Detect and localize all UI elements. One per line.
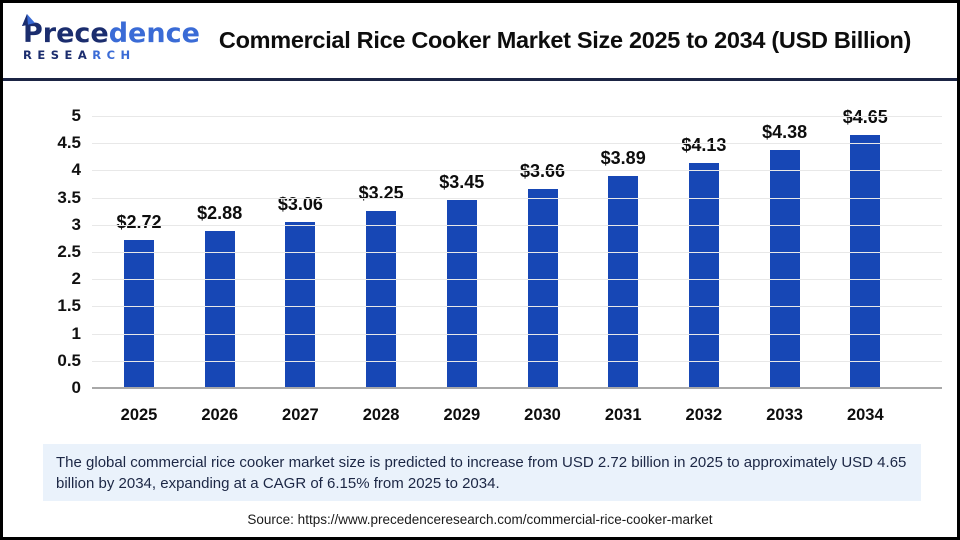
bar-2029 [446,200,477,388]
logo-sub-dark: RESEA [23,47,93,62]
bar-2030 [527,188,558,388]
x-axis-label: 2030 [524,406,561,424]
logo-word-light: dence [108,17,200,49]
logo-wordmark: Precedence [23,17,200,49]
page-title: Commercial Rice Cooker Market Size 2025 … [218,27,912,53]
gridline [92,116,942,117]
x-axis-label: 2029 [443,406,481,424]
y-tick-label: 0.5 [57,350,81,370]
y-tick-label: 1.5 [57,296,81,316]
x-axis-label: 2025 [120,406,158,424]
plot-area: $2.72 $2.88 $3.06 $3.25 $3.45 $3.66 $3.89 $4.13… [92,107,942,388]
x-axis-label: 2032 [685,406,723,424]
bar-2028 [366,211,397,388]
y-tick-label: 1 [71,323,81,343]
description-text: The global commercial rice cooker market… [56,454,907,492]
y-tick-label: 3.5 [57,187,81,207]
precedence-research-logo: Precedence RESEARCH [3,13,200,62]
bar-2034 [850,135,881,388]
gridline [92,252,942,253]
bar-value-label: $4.38 [762,121,808,142]
gridline [92,170,942,172]
y-tick-label: 5 [71,106,81,125]
bar-value-label: $3.25 [358,183,404,204]
description-box: The global commercial rice cooker market… [43,444,921,501]
bar-2031 [608,176,639,388]
chart-region: $2.72 $2.88 $3.06 $3.25 $3.45 $3.66 $3.89 $4.13… [3,84,957,440]
bar-value-label: $2.88 [197,203,243,224]
bar-value-label: $4.65 [842,107,888,128]
x-axis-label: 2034 [846,406,884,424]
bar-value-label: $3.45 [439,172,485,193]
source-line: Source: https://www.precedenceresearch.c… [247,512,713,527]
bar-2033 [769,149,800,388]
gridline [92,143,942,145]
bar-value-label: $4.13 [681,135,727,156]
bar-value-label: $3.66 [519,160,566,181]
bar-value-label: $2.72 [116,212,162,233]
x-axis-label: 2033 [766,406,803,424]
bar-2032 [688,163,719,388]
bar-2026 [204,231,235,388]
y-tick-label: 2.5 [57,242,81,261]
y-tick-label: 4.5 [57,133,81,153]
gridline [92,279,942,281]
bar-value-label: $3.89 [600,148,646,169]
y-tick-label: 2 [71,269,81,289]
bar-2025 [124,240,154,388]
x-axis-label: 2031 [604,406,642,424]
y-tick-label: 4 [71,160,81,180]
x-axis-label: 2026 [201,406,239,424]
gridline [92,197,942,199]
gridline [92,224,942,226]
y-tick-label: 0 [71,378,81,397]
y-tick-label: 3 [71,214,81,234]
x-axis-label: 2028 [362,406,400,424]
logo-word-dark: Prece [23,17,109,49]
gridline [92,360,942,362]
bar-2027 [285,221,316,388]
logo-subtitle: RESEARCH [23,47,181,62]
gridline [92,333,942,335]
x-axis-line [92,387,942,389]
title-container: Commercial Rice Cooker Market Size 2025 … [181,27,957,54]
header: Precedence RESEARCH Commercial Rice Cook… [3,3,957,81]
gridline [92,306,942,308]
logo-sub-light: RCH [92,47,136,62]
x-axis-label: 2027 [282,406,319,424]
leaf-icon [22,13,35,26]
